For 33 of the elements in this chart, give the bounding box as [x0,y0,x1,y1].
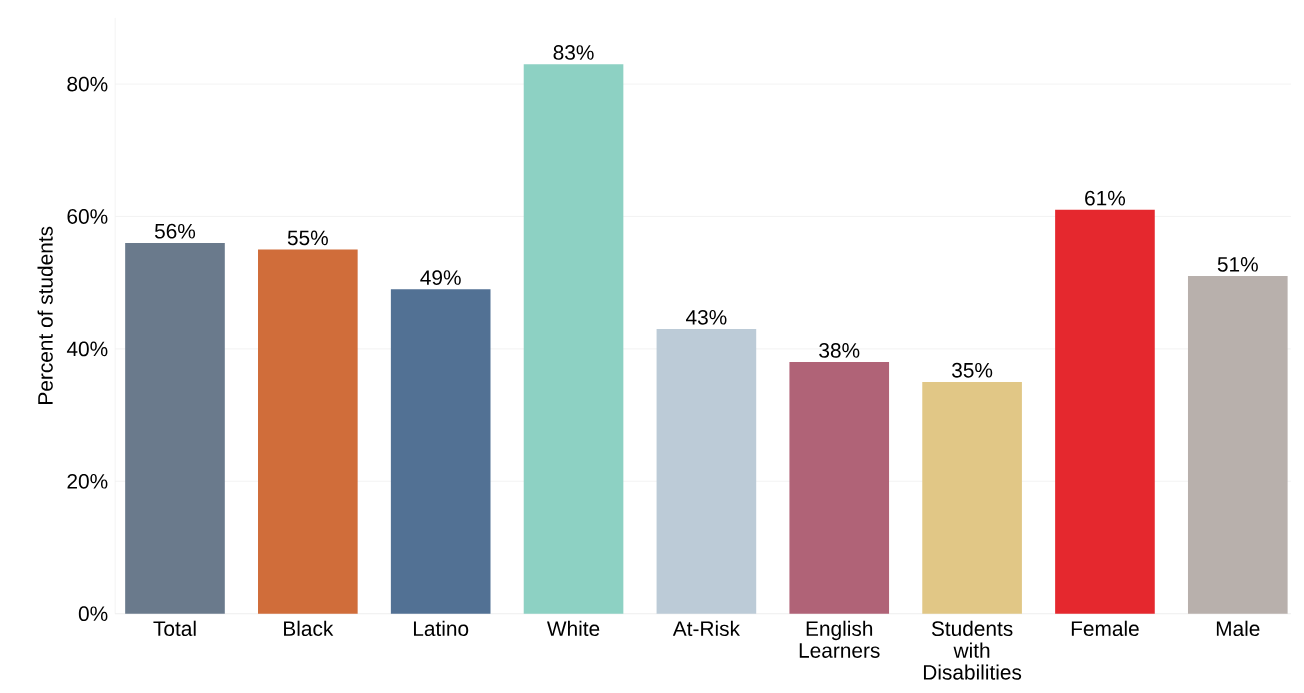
data-label: 49% [420,270,461,285]
x-tick-label: Latino [413,620,469,636]
bar [125,242,225,614]
x-tick-label: Total [153,620,196,636]
bar [656,328,757,614]
x-tick-label: English Learners [799,620,880,658]
bar [922,381,1022,614]
bar [390,289,491,614]
data-label: 35% [952,362,993,378]
x-tick-label: Female [1071,620,1139,636]
bar [523,64,624,614]
data-label: 55% [287,230,328,246]
bar [1055,209,1155,614]
data-label: 43% [685,309,727,325]
y-tick-label: 20% [67,473,108,489]
x-tick-label: White [546,620,600,636]
data-label: 83% [553,45,594,60]
y-axis-title: Percent of students [37,226,53,404]
data-label: 51% [1217,256,1258,272]
y-tick-label: 0% [78,606,108,622]
y-tick-label: 80% [67,76,108,92]
x-tick-label: Male [1216,620,1260,636]
data-label: 61% [1085,190,1126,206]
bar [1187,276,1288,614]
x-tick-label: Black [284,620,334,636]
x-tick-label: Students with Disabilities [923,620,1022,680]
x-tick-label: At-Risk [672,620,740,636]
y-tick-label: 60% [67,209,108,224]
bar [258,249,358,614]
data-label: 56% [154,223,196,239]
y-tick-label: 40% [66,341,108,357]
bar [789,362,890,614]
data-label: 38% [819,342,860,358]
